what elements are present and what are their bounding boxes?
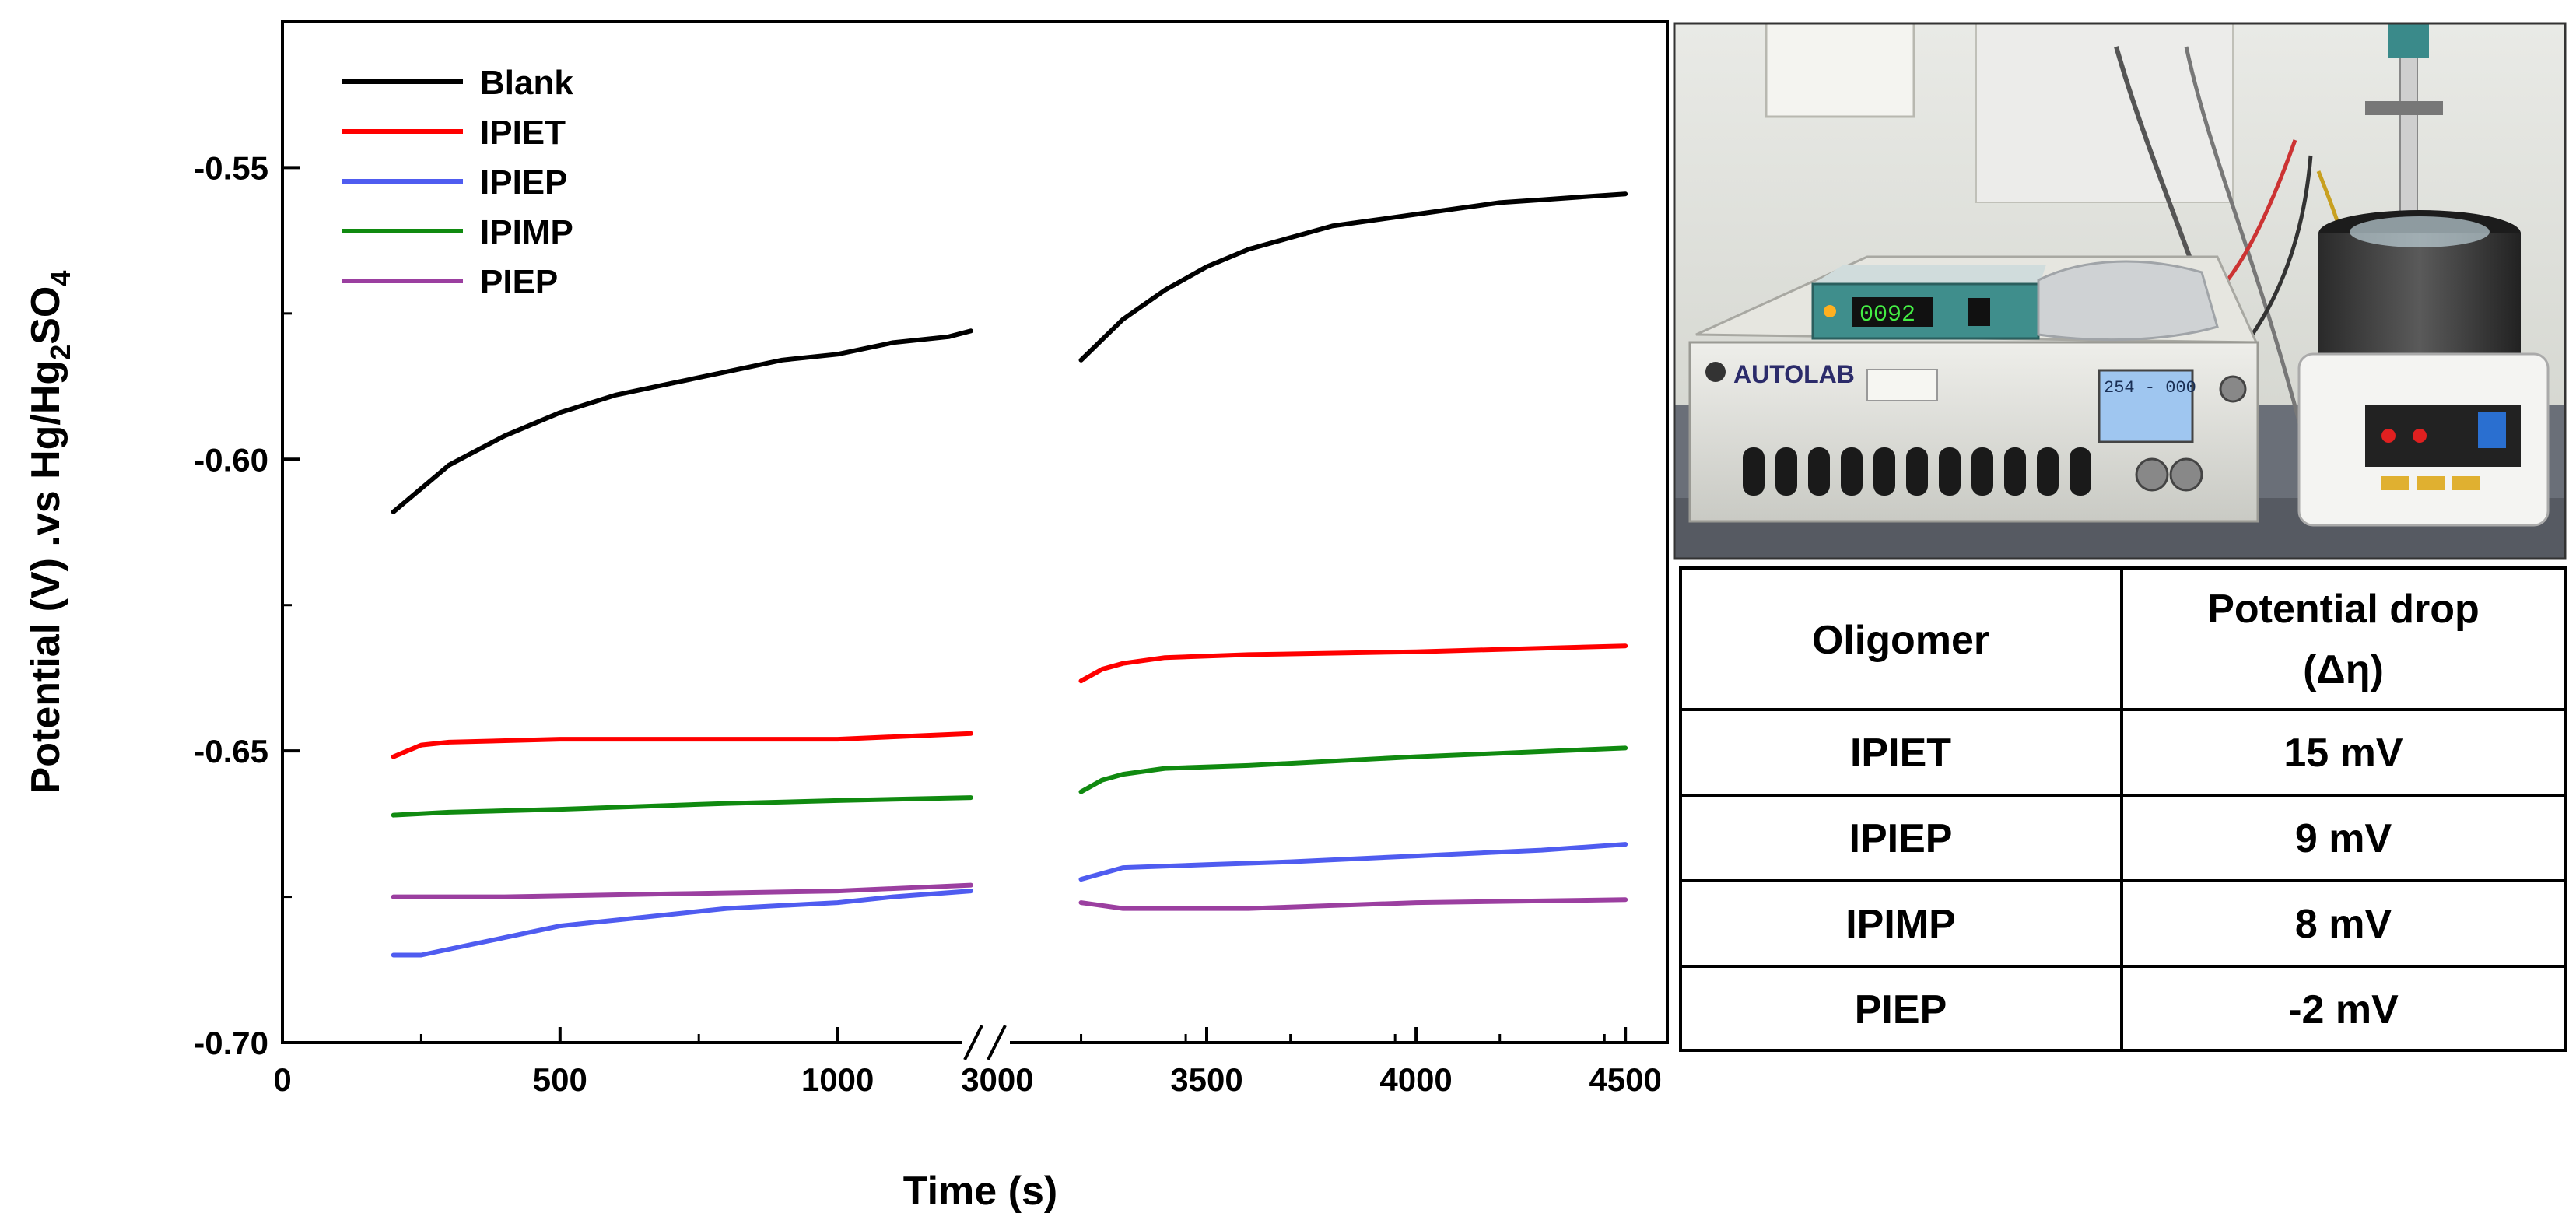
hotplate-button — [2452, 476, 2480, 490]
module-display-value: 0092 — [1859, 302, 1915, 328]
x-tick-label: 3500 — [1170, 1061, 1242, 1098]
autolab-port — [1808, 447, 1830, 496]
electrode-clamp — [2365, 101, 2443, 115]
bnc-connector — [2169, 457, 2203, 492]
x-ticks: 0 500 1000 3000 3500 4000 4500 — [273, 1027, 1662, 1098]
table-grid — [1679, 566, 2567, 1052]
y-ticks: -0.55 -0.60 -0.65 -0.70 — [194, 20, 300, 1061]
beaker-body — [2318, 233, 2521, 358]
beaker-glass — [2350, 216, 2490, 247]
hotplate-button — [2381, 476, 2409, 490]
autolab-port — [1743, 447, 1765, 496]
axis-break — [962, 1025, 1010, 1060]
x-tick-label: 3000 — [961, 1061, 1033, 1098]
autolab-port — [2004, 447, 2026, 496]
legend-label: IPIEP — [480, 163, 568, 202]
y-tick-label: -0.60 — [194, 441, 268, 478]
series-line-ipimp — [391, 795, 973, 818]
legend-label: IPIET — [480, 114, 566, 152]
legend-label: Blank — [480, 64, 573, 102]
foil-bundle — [2037, 260, 2219, 342]
module-led-icon — [1824, 305, 1836, 317]
chart: -0.55 -0.60 -0.65 -0.70 0 500 1000 3000 3500 400… — [23, 20, 1669, 1214]
y-tick-label: -0.55 — [194, 149, 268, 186]
hotplate-button — [2417, 476, 2445, 490]
legend: Blank IPIET IPIEP IPIMP PIEP — [342, 64, 573, 301]
autolab-port — [2070, 447, 2091, 496]
module-display — [1852, 297, 1933, 327]
autolab-port — [1971, 447, 1993, 496]
autolab-port — [1906, 447, 1928, 496]
autolab-lcd — [2098, 369, 2194, 443]
series-line-blank — [1078, 191, 1628, 363]
series-line-ipiep — [1078, 842, 1628, 882]
table-cell-potential-drop: 9 mV — [2295, 816, 2392, 861]
potential-drop-table: Oligomer Potential drop (Δη) IPIET 15 mVI… — [1679, 566, 2567, 1052]
autolab-ports — [1743, 447, 2091, 496]
apparatus-photo: AUTOLAB 254 - 000 0092 — [1673, 22, 2567, 560]
autolab-label: AUTOLAB — [1733, 360, 1855, 388]
x-tick-label: 500 — [533, 1061, 587, 1098]
table-cell-oligomer: PIEP — [1855, 987, 1947, 1032]
series-line-blank — [391, 328, 973, 514]
table-cell-potential-drop: -2 mV — [2288, 987, 2399, 1032]
legend-label: IPIMP — [480, 213, 573, 251]
x-tick-label: 4000 — [1379, 1061, 1452, 1098]
wall-panel — [1975, 23, 2234, 203]
module-top — [1813, 265, 2046, 288]
autolab-port — [2037, 447, 2059, 496]
series-lines — [391, 191, 1628, 958]
series-line-piep — [1078, 897, 1628, 911]
x-tick-label: 4500 — [1589, 1061, 1661, 1098]
series-line-ipiet — [1078, 643, 1628, 684]
table-cell-potential-drop: 15 mV — [2283, 731, 2403, 776]
hotplate-led-icon — [2381, 429, 2396, 443]
y-axis-title: Potential (V) .vs Hg/Hg2SO4 — [23, 271, 76, 794]
table-header-oligomer: Oligomer — [1812, 618, 1989, 663]
autolab-port — [1939, 447, 1961, 496]
table-header-potential-drop: Potential drop — [2207, 587, 2480, 632]
photo-frame — [1673, 22, 2567, 560]
table-header-delta-eta: (Δη) — [2303, 647, 2384, 692]
table-rows: IPIET 15 mV IPIEP 9 mV IPIMP 8 mV PIEP -2 mV — [1845, 731, 2403, 1032]
series-line-ipiep — [391, 889, 973, 958]
wall-poster — [1765, 23, 1915, 118]
x-tick-label: 0 — [273, 1061, 291, 1098]
electrode-cap — [2388, 23, 2429, 58]
bnc-connector — [2135, 457, 2169, 492]
hotplate-led-icon — [2413, 429, 2427, 443]
y-tick-label: -0.65 — [194, 733, 268, 770]
y-tick-label: -0.70 — [194, 1025, 268, 1061]
autolab-sticker — [1866, 369, 1938, 401]
x-axis-title: Time (s) — [903, 1169, 1057, 1214]
x-tick-label: 1000 — [801, 1061, 874, 1098]
series-line-piep — [391, 882, 973, 899]
autolab-lcd-text: 254 - 000 — [2104, 378, 2196, 398]
metrohm-logo-icon — [1705, 362, 1726, 382]
autolab-port — [1873, 447, 1895, 496]
autolab-port — [1841, 447, 1863, 496]
table-cell-oligomer: IPIMP — [1845, 902, 1956, 947]
hotplate-knob — [2478, 412, 2506, 448]
cable — [2184, 46, 2305, 436]
module-switch — [1968, 298, 1990, 326]
autolab-port — [1775, 447, 1797, 496]
table-cell-oligomer: IPIET — [1850, 731, 1951, 776]
series-line-ipiet — [391, 731, 973, 759]
bnc-connector — [2219, 375, 2247, 403]
table-cell-potential-drop: 8 mV — [2295, 902, 2392, 947]
series-line-ipimp — [1078, 745, 1628, 794]
table-cell-oligomer: IPIEP — [1849, 816, 1953, 861]
legend-label: PIEP — [480, 263, 558, 301]
